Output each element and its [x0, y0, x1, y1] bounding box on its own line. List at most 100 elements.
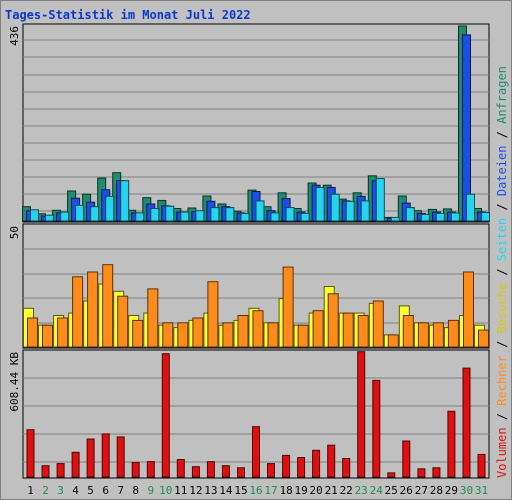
bar-seiten-day-11 — [180, 211, 190, 222]
panel-bottom: 608.44 KB — [8, 349, 490, 479]
bar-volumen-day-16 — [252, 426, 260, 478]
bar-volumen-day-10 — [161, 353, 170, 478]
x-tick-label: 9 — [147, 484, 154, 497]
bar-dateien-day-30 — [462, 34, 471, 222]
bar-seiten-day-10 — [165, 205, 175, 222]
bar-volumen-day-17 — [267, 463, 275, 478]
legend: Volumen / Rechner / Besuche / Seiten / D… — [495, 66, 509, 478]
bar-volumen-day-14 — [221, 465, 230, 478]
bar-rechner-day-8 — [132, 319, 144, 348]
legend-entry-besuche: Besuche — [495, 283, 509, 334]
bar-rechner-day-23 — [357, 315, 369, 348]
x-tick-label: 4 — [72, 484, 79, 497]
x-tick-label: 24 — [370, 484, 384, 497]
bar-volumen-day-29 — [447, 410, 456, 478]
bar-rechner-day-20 — [312, 310, 324, 348]
bar-volumen-day-24 — [372, 379, 381, 478]
bar-seiten-day-13 — [210, 207, 220, 222]
panel-middle: 50 — [8, 223, 490, 349]
bar-seiten-day-14 — [225, 207, 235, 222]
bar-seiten-day-4 — [75, 204, 85, 222]
bar-seiten-day-12 — [195, 210, 205, 222]
x-tick-label: 7 — [117, 484, 124, 497]
x-tick-label: 21 — [325, 484, 338, 497]
series-volumen — [26, 351, 486, 478]
bar-volumen-day-3 — [56, 463, 65, 478]
bar-volumen-day-6 — [101, 433, 110, 478]
panel-top: 436 — [8, 23, 490, 223]
bar-volumen-day-2 — [41, 465, 50, 478]
x-tick-label: 3 — [57, 484, 64, 497]
x-tick-label: 15 — [234, 484, 247, 497]
panel-top-ymax-label: 436 — [8, 26, 21, 46]
bar-rechner-day-17 — [267, 322, 279, 348]
x-tick-label: 28 — [430, 484, 443, 497]
bar-rechner-day-3 — [57, 317, 69, 348]
legend-entry-seiten: Seiten — [495, 218, 509, 261]
bar-seiten-day-29 — [450, 212, 460, 222]
bar-rechner-day-30 — [463, 271, 474, 348]
bar-rechner-day-19 — [297, 324, 309, 348]
bar-rechner-day-2 — [42, 324, 53, 348]
bar-volumen-day-27 — [417, 468, 426, 478]
bar-seiten-day-9 — [150, 208, 160, 222]
legend-separator: / — [495, 406, 509, 428]
x-tick-label: 14 — [219, 484, 233, 497]
bar-volumen-day-4 — [71, 451, 80, 478]
legend-separator: / — [495, 333, 509, 355]
x-tick-label: 8 — [132, 484, 139, 497]
bar-seiten-day-30 — [466, 193, 475, 222]
x-tick-label: 22 — [340, 484, 353, 497]
legend-entry-rechner: Rechner — [495, 355, 509, 406]
bar-seiten-day-7 — [120, 180, 130, 222]
bar-rechner-day-9 — [147, 288, 159, 348]
x-tick-label: 30 — [460, 484, 473, 497]
x-tick-label: 31 — [475, 484, 488, 497]
bar-volumen-day-13 — [206, 461, 215, 478]
chart-title: Tages-Statistik im Monat Juli 2022 — [5, 8, 251, 22]
bar-seiten-day-15 — [240, 212, 250, 222]
x-tick-label: 20 — [309, 484, 322, 497]
bar-volumen-day-26 — [402, 440, 411, 478]
series-seiten — [30, 178, 490, 222]
bar-seiten-day-5 — [90, 206, 100, 222]
bar-rechner-day-7 — [117, 295, 129, 348]
legend-entry-volumen: Volumen — [495, 427, 509, 478]
bar-volumen-day-9 — [146, 461, 155, 478]
x-tick-label: 5 — [87, 484, 94, 497]
bar-volumen-day-25 — [387, 472, 396, 478]
bar-seiten-day-17 — [270, 212, 280, 222]
bar-volumen-day-30 — [462, 367, 471, 478]
bar-rechner-day-4 — [72, 276, 84, 348]
bar-seiten-day-6 — [105, 195, 115, 222]
x-tick-label: 25 — [385, 484, 398, 497]
bar-seiten-day-27 — [420, 213, 430, 222]
bar-rechner-day-27 — [417, 322, 429, 348]
bar-volumen-day-7 — [116, 436, 125, 478]
x-tick-label: 16 — [249, 484, 262, 497]
bar-rechner-day-21 — [327, 293, 339, 348]
bar-volumen-day-1 — [26, 429, 35, 478]
legend-separator: / — [495, 124, 509, 146]
bar-volumen-day-20 — [312, 449, 321, 478]
legend-entry-anfragen: Anfragen — [495, 66, 509, 124]
bar-seiten-day-1 — [30, 209, 39, 222]
bar-rechner-day-25 — [387, 334, 399, 348]
bar-volumen-day-31 — [477, 453, 486, 478]
x-tick-label: 2 — [42, 484, 49, 497]
bar-volumen-day-11 — [176, 459, 185, 478]
x-tick-label: 1 — [27, 484, 34, 497]
series-rechner — [27, 264, 489, 348]
bar-seiten-day-2 — [45, 214, 54, 222]
bar-seiten-day-25 — [390, 216, 400, 222]
x-tick-label: 12 — [189, 484, 202, 497]
bar-volumen-day-8 — [131, 462, 140, 478]
x-tick-label: 18 — [279, 484, 292, 497]
x-tick-label: 13 — [204, 484, 217, 497]
x-tick-label: 6 — [102, 484, 109, 497]
x-tick-label: 19 — [294, 484, 307, 497]
bar-rechner-day-10 — [162, 322, 174, 348]
x-tick-label: 23 — [355, 484, 368, 497]
bar-seiten-day-22 — [345, 200, 355, 222]
bar-rechner-day-14 — [222, 322, 234, 348]
